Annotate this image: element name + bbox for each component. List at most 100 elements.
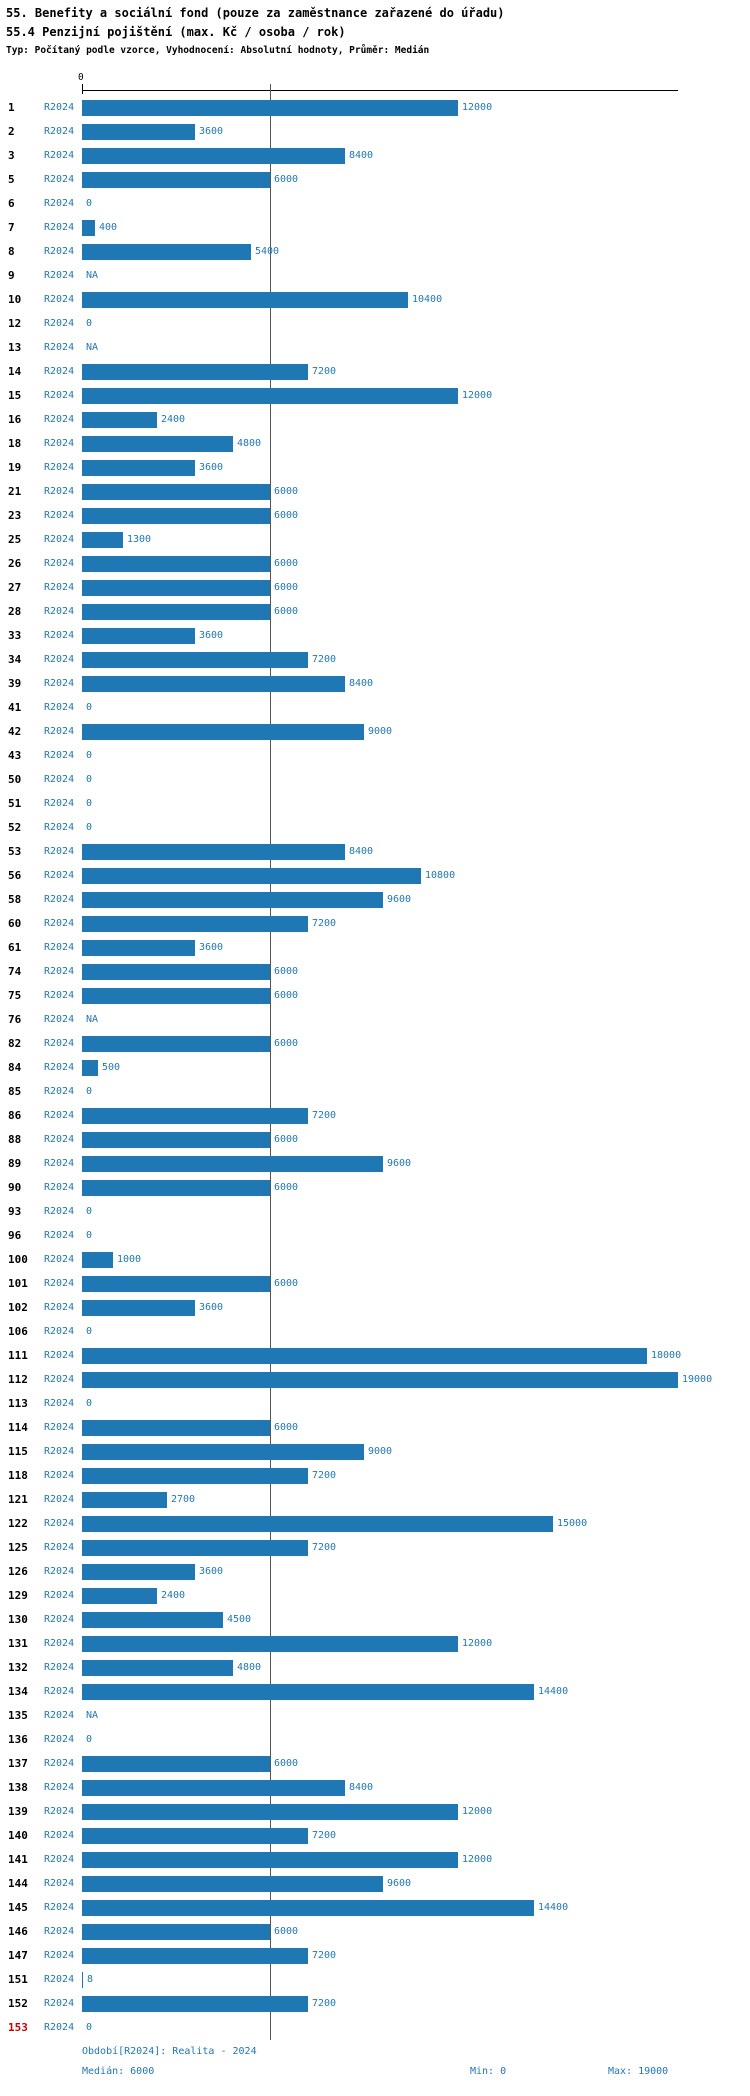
row-id-label: 101: [8, 1277, 28, 1290]
chart-row: 137 R2024 6000: [0, 1752, 750, 1776]
series-label: R2024: [44, 1062, 75, 1073]
value-bar: [82, 388, 458, 404]
chart-row: 151 R2024 8: [0, 1968, 750, 1992]
value-bar: [82, 220, 95, 236]
chart-rows-container: 1 R2024 12000 2 R2024 3600 3 R2024 8400 …: [0, 96, 750, 2040]
row-id-label: 135: [8, 1709, 28, 1722]
value-label: 0: [86, 1086, 93, 1097]
chart-row: 16 R2024 2400: [0, 408, 750, 432]
series-label: R2024: [44, 558, 75, 569]
value-bar: [82, 1540, 308, 1556]
series-label: R2024: [44, 750, 75, 761]
footer-min-label: Min: 0: [470, 2066, 507, 2077]
chart-row: 129 R2024 2400: [0, 1584, 750, 1608]
chart-row: 144 R2024 9600: [0, 1872, 750, 1896]
value-label: 1300: [127, 534, 152, 545]
series-label: R2024: [44, 1854, 75, 1865]
value-label: 0: [86, 702, 93, 713]
row-id-label: 89: [8, 1157, 22, 1170]
series-label: R2024: [44, 1590, 75, 1601]
series-label: R2024: [44, 294, 75, 305]
value-label: 7200: [312, 654, 337, 665]
chart-row: 140 R2024 7200: [0, 1824, 750, 1848]
series-label: R2024: [44, 846, 75, 857]
value-label: 7200: [312, 1998, 337, 2009]
value-label: 5400: [255, 246, 280, 257]
row-id-label: 13: [8, 341, 22, 354]
row-id-label: 61: [8, 941, 22, 954]
chart-row: 121 R2024 2700: [0, 1488, 750, 1512]
row-id-label: 118: [8, 1469, 28, 1482]
row-id-label: 19: [8, 461, 22, 474]
chart-meta-info: Typ: Počítaný podle vzorce, Vyhodnocení:…: [6, 45, 430, 56]
series-label: R2024: [44, 174, 75, 185]
value-label: 0: [86, 1326, 93, 1337]
chart-row: 41 R2024 0: [0, 696, 750, 720]
value-bar: [82, 1948, 308, 1964]
chart-row: 34 R2024 7200: [0, 648, 750, 672]
value-label: 12000: [462, 390, 493, 401]
value-label: NA: [86, 342, 99, 353]
series-label: R2024: [44, 870, 75, 881]
value-label: 4500: [227, 1614, 252, 1625]
value-bar: [82, 1276, 270, 1292]
series-label: R2024: [44, 918, 75, 929]
value-label: 14400: [538, 1686, 569, 1697]
value-bar: [82, 916, 308, 932]
row-id-label: 26: [8, 557, 22, 570]
series-label: R2024: [44, 1830, 75, 1841]
value-bar: [82, 1036, 270, 1052]
series-label: R2024: [44, 222, 75, 233]
top-axis-line: [82, 90, 678, 91]
series-label: R2024: [44, 318, 75, 329]
row-id-label: 15: [8, 389, 22, 402]
row-id-label: 144: [8, 1877, 28, 1890]
row-id-label: 141: [8, 1853, 28, 1866]
row-id-label: 14: [8, 365, 22, 378]
value-label: 9600: [387, 1878, 412, 1889]
series-label: R2024: [44, 894, 75, 905]
value-bar: [82, 436, 233, 452]
series-label: R2024: [44, 1926, 75, 1937]
value-label: 15000: [557, 1518, 588, 1529]
series-label: R2024: [44, 2022, 75, 2033]
value-bar: [82, 1828, 308, 1844]
row-id-label: 85: [8, 1085, 22, 1098]
series-label: R2024: [44, 1734, 75, 1745]
series-label: R2024: [44, 462, 75, 473]
value-label: 8: [87, 1974, 94, 1985]
chart-row: 60 R2024 7200: [0, 912, 750, 936]
chart-row: 145 R2024 14400: [0, 1896, 750, 1920]
chart-row: 25 R2024 1300: [0, 528, 750, 552]
row-id-label: 93: [8, 1205, 22, 1218]
value-label: 7200: [312, 1110, 337, 1121]
chart-row: 58 R2024 9600: [0, 888, 750, 912]
row-id-label: 9: [8, 269, 15, 282]
row-id-label: 131: [8, 1637, 28, 1650]
series-label: R2024: [44, 1878, 75, 1889]
chart-row: 14 R2024 7200: [0, 360, 750, 384]
series-label: R2024: [44, 1494, 75, 1505]
value-bar: [82, 892, 383, 908]
row-id-label: 10: [8, 293, 22, 306]
series-label: R2024: [44, 270, 75, 281]
series-label: R2024: [44, 1206, 75, 1217]
series-label: R2024: [44, 1158, 75, 1169]
row-id-label: 1: [8, 101, 15, 114]
value-label: 6000: [274, 486, 299, 497]
value-label: 6000: [274, 1134, 299, 1145]
row-id-label: 28: [8, 605, 22, 618]
series-label: R2024: [44, 1110, 75, 1121]
value-bar: [82, 1300, 195, 1316]
row-id-label: 58: [8, 893, 22, 906]
value-bar: [82, 1900, 534, 1916]
value-label: 10800: [425, 870, 456, 881]
value-label: 9600: [387, 1158, 412, 1169]
chart-row: 53 R2024 8400: [0, 840, 750, 864]
chart-row: 136 R2024 0: [0, 1728, 750, 1752]
value-bar: [82, 1348, 647, 1364]
row-id-label: 130: [8, 1613, 28, 1626]
value-label: 8400: [349, 846, 374, 857]
footer-median-label: Medián: 6000: [82, 2066, 155, 2077]
value-label: 3600: [199, 1566, 224, 1577]
